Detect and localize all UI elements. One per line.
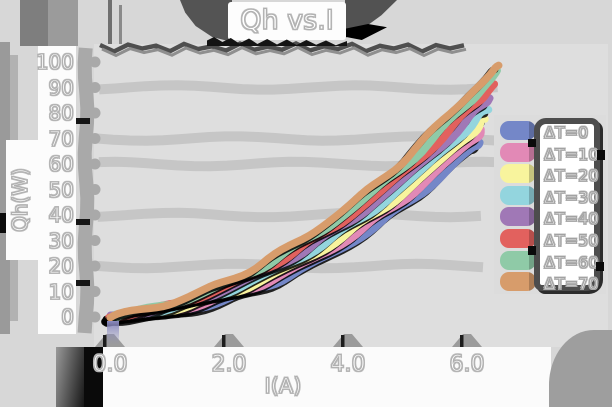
x-tick-bump bbox=[333, 334, 363, 347]
y-label-panel bbox=[6, 140, 42, 260]
curve-ΔT=70 bbox=[106, 61, 503, 322]
legend-swatch-ΔT=20 bbox=[500, 164, 536, 184]
y-tick-bump bbox=[89, 107, 101, 119]
shadow-stripe bbox=[119, 5, 122, 44]
legend-swatch-ΔT=50 bbox=[500, 229, 536, 248]
gridline bbox=[98, 80, 498, 95]
y-tick-bump bbox=[89, 311, 101, 323]
x-tick-shadow bbox=[103, 335, 107, 347]
y-axis-panel bbox=[38, 46, 76, 334]
legend-swatch-ΔT=60 bbox=[500, 250, 536, 270]
legend-label-ΔT=0: ΔT=0 bbox=[544, 123, 589, 143]
curve-shadow-ΔT=70 bbox=[102, 65, 499, 326]
shadow-stripe bbox=[48, 0, 78, 46]
legend-label-ΔT=40: ΔT=40 bbox=[544, 209, 599, 229]
shadow-mark bbox=[107, 321, 119, 345]
x-tick-shadow bbox=[341, 335, 345, 347]
legend-shadow-nub bbox=[528, 246, 536, 255]
y-tick-label: 100 bbox=[35, 49, 74, 74]
legend-labels: ΔT=0 ΔT=10 ΔT=20 ΔT=30 ΔT=40 ΔT=50 ΔT=60 ΔT=70 bbox=[541, 122, 599, 295]
y-tick-label: 30 bbox=[48, 228, 75, 253]
y-tick-bump bbox=[89, 133, 101, 144]
y-tick-label: 60 bbox=[48, 151, 75, 176]
y-tick-label: 40 bbox=[48, 202, 75, 227]
legend-swatch-ΔT=70 bbox=[500, 272, 536, 292]
y-tick-bump bbox=[89, 56, 101, 68]
y-tick-bump bbox=[89, 158, 101, 170]
y-tick-label: 90 bbox=[48, 75, 75, 100]
y-tick-bump bbox=[89, 82, 101, 93]
y-axis-spine bbox=[77, 47, 95, 334]
x-tick-bump bbox=[452, 334, 482, 347]
y-tick-label: 0 bbox=[61, 304, 75, 329]
x-axis-panel bbox=[103, 347, 551, 407]
y-tick-bump bbox=[89, 209, 101, 221]
gridline bbox=[97, 207, 482, 223]
legend-swatch-ΔT=30 bbox=[500, 185, 536, 205]
shadow-mark bbox=[0, 213, 9, 233]
legend-shadow-nub bbox=[528, 139, 536, 147]
x-tick-label: 0.0 bbox=[92, 351, 128, 377]
x-tick-label: 4.0 bbox=[330, 351, 366, 377]
y-tick-label: 50 bbox=[48, 177, 75, 202]
y-tick-shadow bbox=[70, 118, 90, 124]
shadow-corner bbox=[84, 347, 103, 407]
curve-ΔT=50 bbox=[105, 80, 499, 322]
title-box bbox=[228, 2, 346, 40]
legend-label-ΔT=60: ΔT=60 bbox=[544, 252, 599, 272]
chart-title: Qh vs.I bbox=[240, 4, 335, 36]
y-tick-label: 80 bbox=[48, 100, 75, 125]
y-axis-label: Qh(W) bbox=[7, 168, 32, 233]
y-tick-bump bbox=[89, 286, 101, 297]
legend-label-ΔT=30: ΔT=30 bbox=[544, 187, 599, 207]
legend-label-ΔT=20: ΔT=20 bbox=[544, 166, 599, 186]
legend-label-ΔT=10: ΔT=10 bbox=[544, 144, 599, 164]
y-tick-label: 70 bbox=[48, 126, 75, 151]
curve-shadow-ΔT=50 bbox=[101, 84, 495, 326]
x-tick-label: 6.0 bbox=[449, 351, 485, 377]
shadow-stripe bbox=[108, 0, 112, 44]
legend-label-ΔT=70: ΔT=70 bbox=[544, 274, 599, 294]
curve-ΔT=60 bbox=[106, 66, 501, 323]
top-shadow-line bbox=[101, 45, 467, 58]
shadow-stripe bbox=[20, 0, 48, 46]
y-tick-shadow bbox=[70, 219, 90, 225]
legend-label-ΔT=50: ΔT=50 bbox=[544, 230, 599, 250]
legend-shadow-nub bbox=[597, 150, 605, 160]
legend-shadow-nub bbox=[596, 262, 604, 271]
y-tick-bump bbox=[89, 235, 101, 246]
y-tick-label: 20 bbox=[48, 253, 75, 278]
legend-swatch-ΔT=10 bbox=[500, 142, 536, 162]
y-tick-bump bbox=[89, 184, 101, 195]
x-tick-shadow bbox=[460, 335, 464, 347]
x-tick-label: 2.0 bbox=[211, 351, 247, 377]
y-tick-bump bbox=[89, 260, 101, 272]
x-tick-bump bbox=[214, 334, 244, 347]
legend-swatches bbox=[500, 121, 536, 294]
shadow-stripe bbox=[0, 42, 10, 334]
legend-swatch-ΔT=0 bbox=[500, 121, 536, 140]
y-tick-label: 10 bbox=[48, 279, 75, 304]
top-shadow-line bbox=[99, 41, 465, 54]
legend-swatch-ΔT=40 bbox=[500, 207, 536, 227]
y-tick-shadow bbox=[70, 280, 90, 286]
x-tick-shadow bbox=[222, 335, 226, 347]
curve-shadow-ΔT=60 bbox=[102, 70, 497, 327]
x-axis-label: I(A) bbox=[264, 373, 302, 398]
legend-frame bbox=[534, 118, 600, 291]
